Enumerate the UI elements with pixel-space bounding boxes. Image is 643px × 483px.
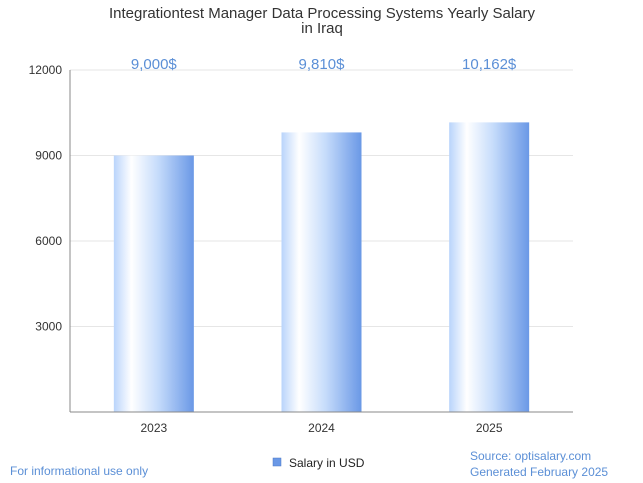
source-text: Source: optisalary.com [470, 449, 592, 463]
x-tick-label: 2025 [476, 421, 503, 435]
y-tick-label: 12000 [29, 63, 63, 77]
value-label: 10,162$ [462, 56, 517, 73]
legend-swatch [272, 457, 282, 467]
bars: 9,000$ 9,810$ 10,162$ [113, 56, 530, 413]
source-block: Source: optisalary.com Generated Februar… [470, 448, 608, 480]
disclaimer-text: For informational use only [10, 464, 149, 478]
value-label: 9,810$ [299, 56, 346, 73]
generated-text: Generated February 2025 [470, 465, 609, 479]
legend-label: Salary in USD [289, 456, 365, 470]
bar-2024 [281, 132, 362, 413]
y-tick-label: 6000 [35, 234, 62, 248]
bar-2025 [449, 122, 530, 413]
chart-title-line-1: Integrationtest Manager Data Processing … [109, 5, 536, 22]
y-tick-label: 9000 [35, 149, 62, 163]
legend: Salary in USD [272, 456, 365, 470]
axes: 3000 6000 9000 12000 2023 2024 2025 [29, 63, 573, 435]
bar-2023 [113, 155, 194, 412]
chart-title-line-2: in Iraq [301, 20, 343, 37]
value-label: 9,000$ [131, 56, 178, 73]
y-tick-label: 3000 [35, 320, 62, 334]
x-tick-label: 2024 [308, 421, 335, 435]
x-tick-label: 2023 [140, 421, 167, 435]
